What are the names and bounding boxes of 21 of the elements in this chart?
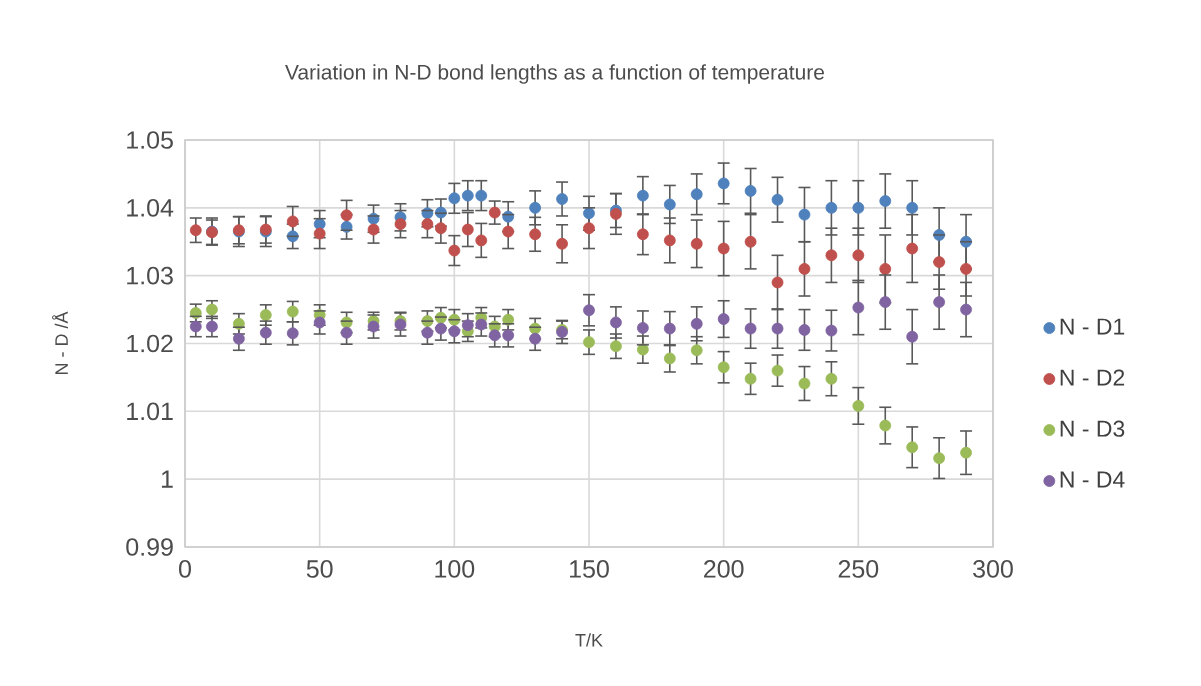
y-tick-label: 1.02 (127, 334, 173, 353)
legend-label: N - D2 (1060, 369, 1125, 386)
x-tick-label: 50 (306, 560, 333, 578)
y-tick-label: 1 (161, 470, 173, 488)
y-tick-label: 0.99 (126, 538, 173, 556)
x-tick-label: 250 (838, 560, 879, 578)
x-tick-label: 150 (570, 560, 609, 578)
y-tick-label: 1.05 (127, 131, 173, 149)
y-tick-label: 1.01 (127, 402, 173, 421)
x-tick-label: 300 (973, 560, 1013, 578)
x-tick-label: 200 (704, 560, 744, 578)
legend-label: N - D4 (1060, 471, 1125, 488)
legend-label: N - D1 (1060, 318, 1125, 335)
x-tick-label: 100 (435, 560, 475, 578)
x-tick-label: 0 (179, 560, 191, 578)
y-tick-label: 1.04 (127, 199, 174, 217)
chart-title: Variation in N-D bond lengths as a function of temperature (285, 64, 824, 84)
x-axis-title: T/K (575, 633, 603, 647)
y-axis-title: N - D /Å (52, 311, 68, 375)
legend-label: N - D3 (1060, 420, 1125, 437)
y-tick-label: 1.03 (127, 266, 173, 285)
